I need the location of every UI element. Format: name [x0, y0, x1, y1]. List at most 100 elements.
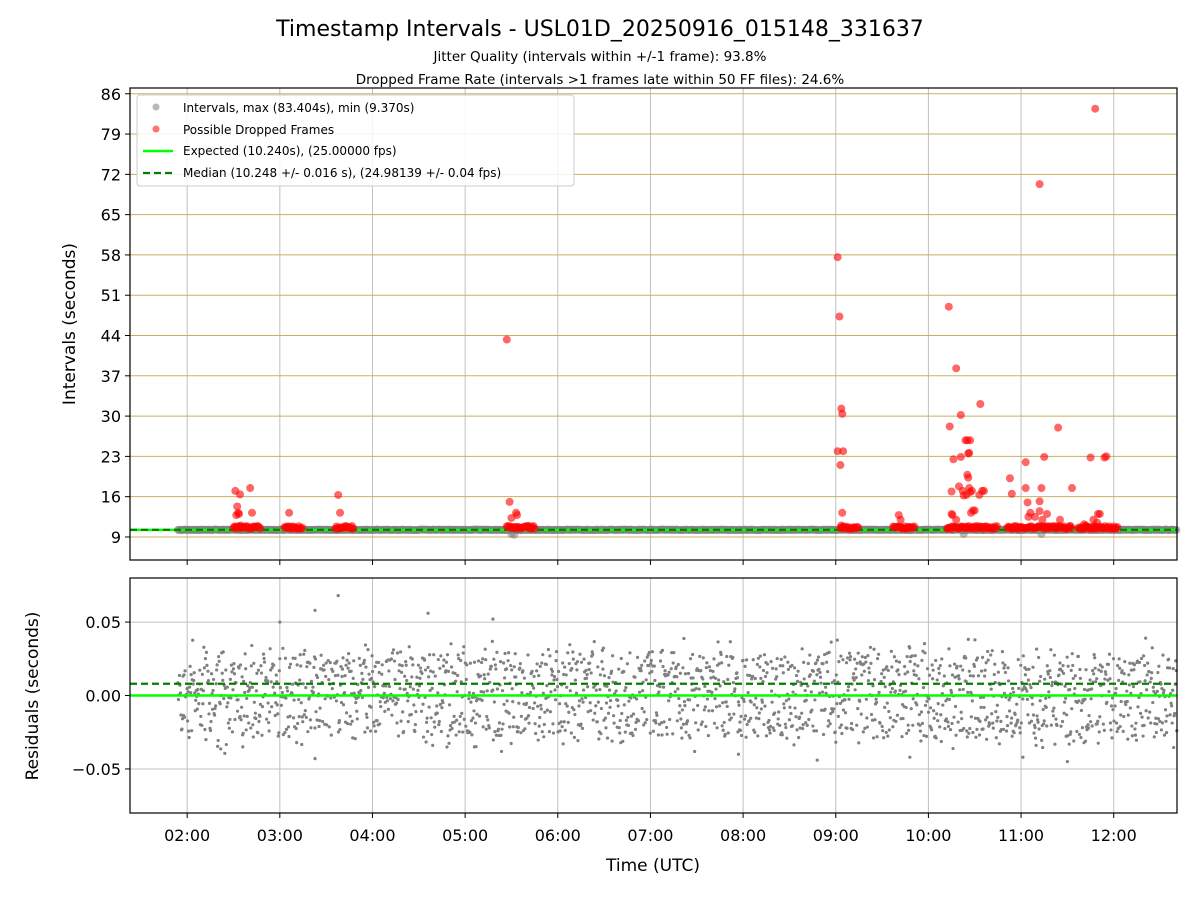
residual-point [855, 723, 859, 727]
residual-point [901, 716, 905, 721]
residual-point [518, 662, 522, 666]
residual-point [826, 670, 830, 674]
residual-point [237, 666, 241, 670]
residual-point [866, 678, 871, 683]
residual-point [1027, 667, 1031, 671]
residual-point [1155, 722, 1159, 726]
residual-point [966, 637, 970, 641]
residual-point [814, 729, 819, 733]
residual-point [656, 733, 661, 737]
residual-point [369, 705, 373, 709]
residual-point [278, 657, 282, 661]
residual-point [1108, 677, 1112, 681]
residual-point [335, 659, 339, 663]
residual-point [503, 651, 507, 656]
residual-point [831, 710, 835, 714]
residual-point [189, 673, 193, 677]
residual-point [921, 686, 926, 690]
residual-point [1096, 741, 1100, 745]
residual-point [857, 741, 861, 745]
residual-point [525, 716, 529, 720]
residual-point [387, 669, 391, 673]
dropped-frame-point [979, 486, 988, 495]
residual-point [889, 649, 893, 653]
residual-point [206, 678, 211, 683]
residual-point [683, 704, 687, 708]
residual-point [867, 666, 871, 670]
residual-point [1149, 721, 1153, 725]
residual-point [1014, 722, 1018, 726]
residual-point [328, 661, 332, 665]
residual-point [946, 720, 950, 724]
residual-point [222, 696, 226, 701]
residual-point [336, 594, 340, 598]
dropped-frame-point [910, 522, 919, 531]
residual-point [770, 700, 774, 704]
residual-point [893, 689, 898, 693]
residual-point [669, 667, 673, 671]
dropped-frame-point [1067, 524, 1076, 533]
residual-point [721, 728, 725, 732]
residual-point [803, 688, 807, 693]
residual-point [347, 661, 351, 665]
residual-point [696, 703, 700, 708]
residual-point [872, 647, 876, 651]
residual-point [252, 700, 256, 704]
residual-point [502, 676, 507, 680]
residual-point [362, 661, 366, 665]
residual-point [1095, 677, 1099, 681]
residual-point [530, 669, 534, 673]
residual-point [298, 653, 302, 657]
residual-point [930, 728, 934, 732]
residual-point [1049, 723, 1053, 727]
residual-point [203, 657, 208, 661]
residual-point [345, 658, 349, 662]
residual-point [315, 675, 320, 680]
residual-point [481, 725, 485, 729]
residual-point [787, 697, 791, 701]
residual-point [485, 689, 489, 693]
dropped-frame-point [956, 452, 965, 461]
residual-point [908, 659, 912, 664]
residual-point [183, 669, 187, 673]
residual-point [608, 705, 612, 709]
residual-point [602, 674, 607, 678]
residual-point [778, 723, 782, 728]
residual-point [888, 716, 892, 720]
residual-point [729, 716, 733, 720]
residual-point [891, 725, 895, 729]
residual-point [1070, 652, 1074, 656]
residual-point [536, 704, 540, 708]
residual-point [537, 724, 541, 728]
dropped-frame-point [839, 447, 848, 456]
residual-point [887, 709, 891, 714]
residual-point [668, 717, 672, 722]
residual-point [490, 639, 494, 643]
top-ytick-label: 30 [101, 407, 121, 426]
residual-point [1065, 655, 1069, 659]
residual-point [984, 718, 988, 722]
residual-point [484, 727, 488, 731]
residual-point [458, 714, 462, 719]
residual-point [446, 669, 451, 673]
residual-point [191, 638, 195, 642]
residual-point [323, 697, 327, 701]
residual-point [763, 674, 768, 679]
residual-point [1007, 709, 1012, 713]
residual-point [757, 711, 761, 715]
residual-point [975, 727, 979, 731]
residual-point [252, 661, 256, 665]
residual-point [494, 667, 498, 671]
residual-point [860, 673, 864, 677]
residual-point [658, 659, 663, 663]
residual-point [456, 673, 460, 678]
residual-point [380, 663, 384, 667]
residual-point [366, 648, 370, 652]
residual-point [961, 668, 965, 672]
residual-point [397, 669, 401, 673]
residual-point [871, 684, 875, 688]
residual-point [340, 674, 344, 679]
residual-point [535, 669, 539, 673]
residual-point [364, 712, 369, 716]
residual-point [1063, 684, 1067, 688]
